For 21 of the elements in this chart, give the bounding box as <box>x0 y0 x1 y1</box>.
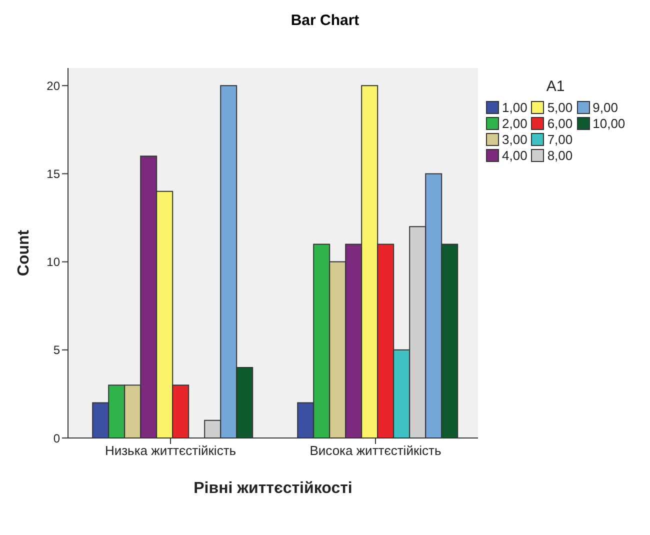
legend-label: 2,00 <box>502 116 528 130</box>
x-axis-title: Рівні життєстійкості <box>194 480 352 497</box>
legend-label: 6,00 <box>547 116 573 130</box>
x-tick-label: Висока життєстійкість <box>310 443 442 458</box>
y-tick-label: 10 <box>46 255 60 270</box>
y-axis-title: Count <box>16 229 33 276</box>
legend-label: 3,00 <box>502 132 528 146</box>
y-tick-label: 15 <box>46 166 60 181</box>
legend-title: A1 <box>545 78 566 95</box>
y-tick-label: 20 <box>46 78 60 93</box>
legend-label: 10,00 <box>592 116 626 130</box>
legend-label: 7,00 <box>547 132 573 146</box>
legend-label: 8,00 <box>547 148 573 162</box>
y-tick-label: 5 <box>53 343 60 358</box>
y-tick-label: 0 <box>53 431 60 446</box>
legend-label: 4,00 <box>502 148 528 162</box>
legend-label: 5,00 <box>547 100 573 114</box>
legend-label: 1,00 <box>502 100 528 114</box>
legend-label: 9,00 <box>592 100 618 114</box>
x-tick-label: Низька життєстійкість <box>104 443 236 458</box>
chart-title: Bar Chart <box>290 12 360 29</box>
